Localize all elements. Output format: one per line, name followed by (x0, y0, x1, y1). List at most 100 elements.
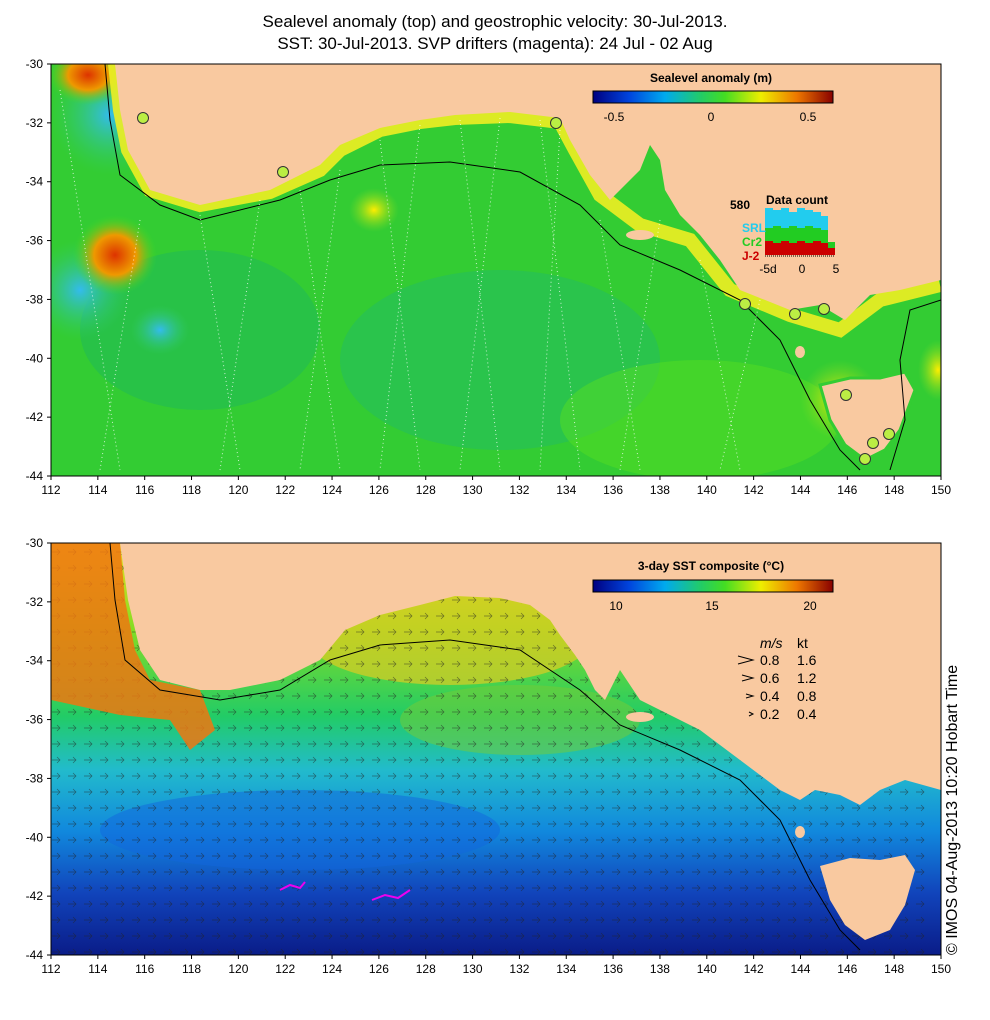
lon-tick-label: 144 (790, 483, 810, 497)
velocity-legend-kt: 0.8 (797, 688, 817, 704)
lon-tick-label: 130 (463, 483, 483, 497)
lon-tick-label: 136 (603, 962, 623, 976)
velocity-legend-ms: 0.2 (760, 706, 780, 722)
lon-tick-label: 114 (88, 962, 107, 976)
lat-tick-label: -30 (26, 536, 44, 550)
data-count-inset: 580 Data count (730, 193, 840, 276)
lon-tick-label: 150 (931, 483, 951, 497)
sla-australia-land (51, 64, 941, 320)
sla-colorbar-tick: -0.5 (604, 110, 625, 124)
sla-colorbar-title: Sealevel anomaly (m) (650, 71, 772, 85)
sst-colorbar: 3-day SST composite (°C) 10 15 20 (592, 559, 834, 613)
velocity-legend-kt: 1.2 (797, 670, 817, 686)
sst-colorbar-title: 3-day SST composite (°C) (638, 559, 784, 573)
lat-tick-label: -42 (26, 410, 44, 424)
lat-tick-label: -34 (26, 175, 44, 189)
credit-line: © IMOS 04-Aug-2013 10:20 Hobart Time (944, 665, 964, 975)
lat-tick-label: -36 (26, 234, 44, 248)
sla-altimeter-tracks (59, 89, 761, 471)
lon-tick-label: 112 (41, 962, 60, 976)
lon-tick-label: 140 (697, 483, 717, 497)
lat-tick-label: -40 (26, 351, 44, 365)
lon-tick-label: 114 (88, 483, 107, 497)
data-count-bars (765, 208, 835, 257)
data-count-label: J-2 (742, 249, 760, 263)
lon-tick-label: 122 (275, 962, 295, 976)
data-count-xtick: 0 (799, 262, 806, 276)
lon-tick-label: 120 (228, 962, 248, 976)
data-count-xtick: 5 (833, 262, 840, 276)
lon-tick-label: 118 (182, 483, 201, 497)
sla-tide-gauge-markers (137, 112, 895, 465)
svp-drifter-track (371, 889, 411, 901)
sst-axes: 112 114 116 118 120 122 124 126 128 130 132 134 136 1… (26, 536, 952, 976)
velocity-legend-ms: 0.4 (760, 688, 780, 704)
lon-tick-label: 130 (463, 962, 483, 976)
lon-tick-label: 150 (931, 962, 951, 976)
lon-tick-label: 122 (275, 483, 295, 497)
sst-shelf-contour (109, 543, 861, 951)
sla-colorbar: Sealevel anomaly (m) -0.5 0 0.5 (592, 71, 834, 124)
velocity-legend-kt: 0.4 (797, 706, 817, 722)
sst-colorbar-tick: 15 (705, 599, 719, 613)
credit-text: © IMOS 04-Aug-2013 10:20 Hobart Time (944, 664, 961, 955)
sst-tasmania-land (820, 855, 915, 940)
lon-tick-label: 126 (369, 962, 389, 976)
sla-colorbar-tick: 0.5 (800, 110, 817, 124)
sst-colorbar-tick: 20 (803, 599, 817, 613)
lat-tick-label: -30 (26, 57, 44, 71)
lon-tick-label: 146 (837, 962, 857, 976)
lat-tick-label: -40 (26, 830, 44, 844)
velocity-legend-kt: 1.6 (797, 652, 817, 668)
lon-tick-label: 132 (509, 483, 529, 497)
lon-tick-label: 120 (228, 483, 248, 497)
lon-tick-label: 142 (744, 962, 764, 976)
lon-tick-label: 128 (416, 483, 436, 497)
lon-tick-label: 116 (135, 962, 154, 976)
lat-tick-label: -32 (26, 595, 44, 609)
lat-tick-label: -38 (26, 771, 44, 785)
lon-tick-label: 144 (790, 962, 810, 976)
title-line-1: Sealevel anomaly (top) and geostrophic v… (262, 12, 728, 31)
lon-tick-label: 146 (837, 483, 857, 497)
sla-colorbar-tick: 0 (708, 110, 715, 124)
lat-tick-label: -34 (26, 654, 44, 668)
lon-tick-label: 128 (416, 962, 436, 976)
lat-tick-label: -44 (26, 469, 44, 483)
velocity-legend: m/s kt 0.8 1.6 0.6 1.2 0.4 0.8 0.2 0.4 (737, 635, 817, 722)
sst-colorbar-tick: 10 (609, 599, 623, 613)
data-count-xtick: -5d (759, 262, 776, 276)
lat-tick-label: -32 (26, 116, 44, 130)
velocity-legend-header: kt (797, 635, 808, 651)
title-line-2: SST: 30-Jul-2013. SVP drifters (magenta)… (277, 34, 713, 53)
lat-tick-label: -44 (26, 948, 44, 962)
lon-tick-label: 124 (322, 962, 342, 976)
sst-australia-land (120, 543, 941, 805)
svp-drifter-track (279, 881, 306, 891)
data-count-max: 580 (730, 198, 750, 212)
velocity-legend-ms: 0.6 (760, 670, 780, 686)
sla-map-panel: Sealevel anomaly (m) -0.5 0 0.5 580 Data… (26, 57, 952, 497)
sla-shelf-contour (104, 64, 861, 471)
velocity-legend-header: m/s (760, 635, 783, 651)
velocity-legend-ms: 0.8 (760, 652, 780, 668)
lon-tick-label: 148 (884, 483, 904, 497)
lon-tick-label: 142 (744, 483, 764, 497)
lon-tick-label: 134 (556, 962, 576, 976)
lon-tick-label: 148 (884, 962, 904, 976)
data-count-label: Cr2 (742, 235, 762, 249)
lon-tick-label: 118 (182, 962, 201, 976)
lon-tick-label: 126 (369, 483, 389, 497)
lon-tick-label: 138 (650, 483, 670, 497)
lon-tick-label: 140 (697, 962, 717, 976)
lon-tick-label: 132 (509, 962, 529, 976)
lat-tick-label: -42 (26, 889, 44, 903)
data-count-label: SRL (742, 221, 766, 235)
lon-tick-label: 124 (322, 483, 342, 497)
sla-axes: 112 114 116 118 120 122 124 126 128 130 132 134 136 1… (26, 57, 952, 497)
lat-tick-label: -38 (26, 292, 44, 306)
lon-tick-label: 116 (135, 483, 154, 497)
lon-tick-label: 112 (41, 483, 60, 497)
lon-tick-label: 136 (603, 483, 623, 497)
